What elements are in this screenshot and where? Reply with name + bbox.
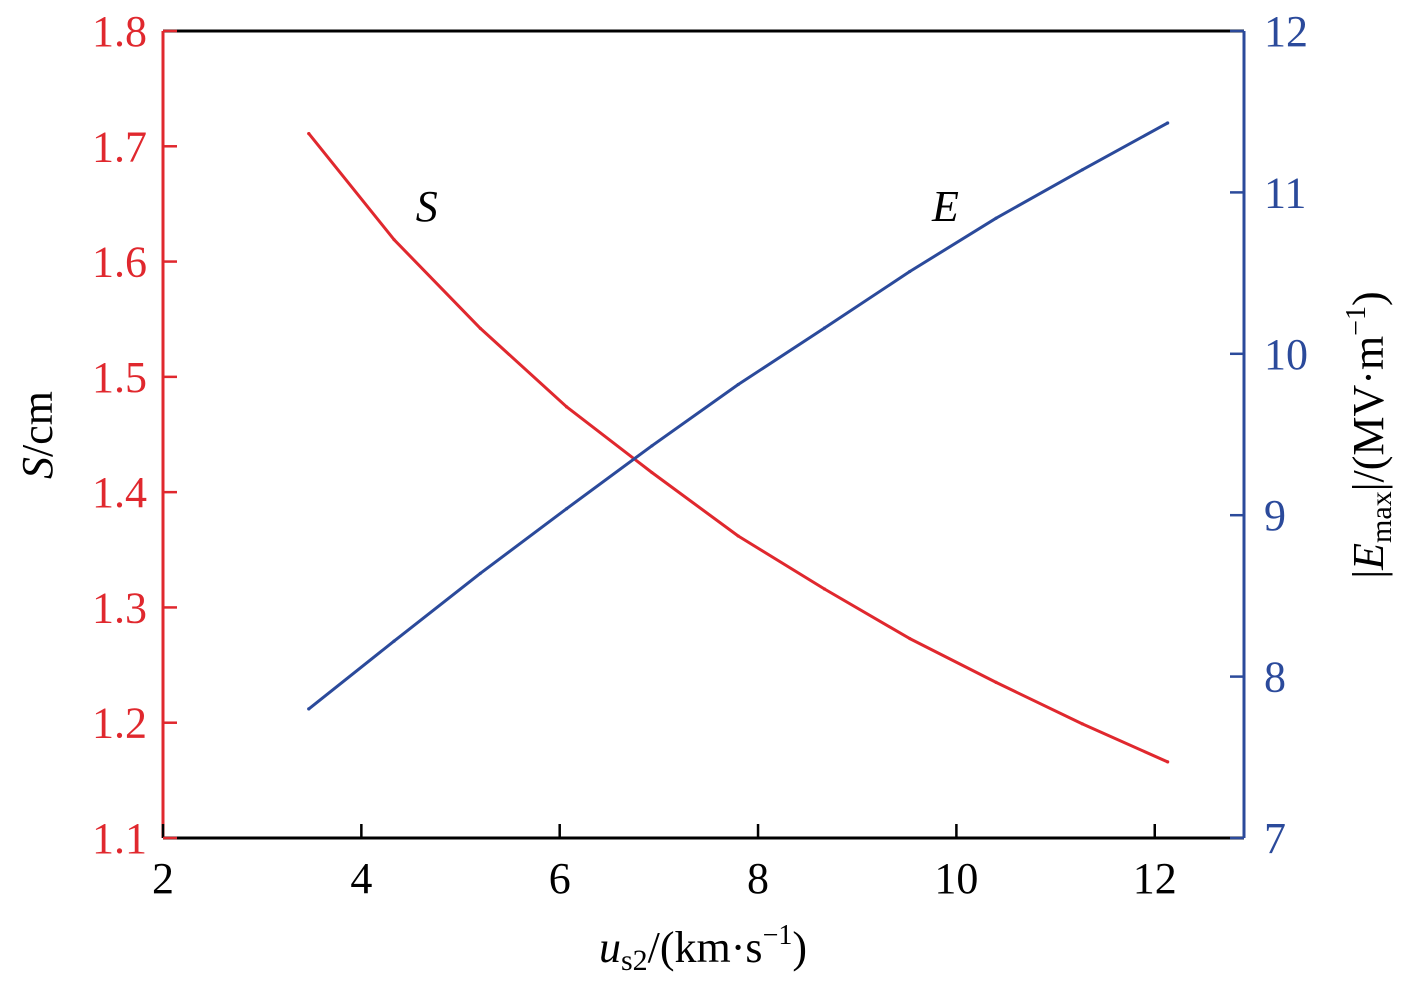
left-y-axis-title-var: S (13, 457, 62, 479)
left-y-tick-label: 1.2 (92, 699, 147, 748)
left-y-tick-label: 1.3 (92, 583, 147, 632)
right-y-axis-title: |Emax|/(MV·m−1) (1341, 291, 1398, 578)
data-point-E (822, 326, 827, 330)
x-tick-label: 8 (747, 854, 769, 903)
data-point-S (392, 238, 396, 242)
x-axis-title-close: ) (792, 923, 807, 972)
data-point-S (994, 680, 998, 684)
data-point-E (392, 639, 396, 643)
right-y-axis-title-var: E (1344, 543, 1393, 571)
right-y-tick-label: 12 (1264, 7, 1308, 56)
right-y-axis-title-open: | (1344, 570, 1393, 579)
left-y-axis-title: S/cm (13, 391, 62, 479)
left-y-tick-label: 1.5 (92, 353, 147, 402)
curve-label-S: S (416, 182, 438, 231)
right-y-axis-ticks: 7 8 9 10 11 12 (1230, 7, 1308, 863)
right-y-axis-title-exp: −1 (1341, 306, 1372, 336)
data-point-S (478, 326, 482, 331)
x-axis-title: us2/(km·s−1) (599, 920, 807, 977)
data-point-S (565, 405, 569, 409)
data-point-E (1080, 168, 1084, 172)
plot-frame (161, 29, 1246, 840)
x-tick-label: 10 (934, 854, 978, 903)
data-point-S (908, 636, 912, 641)
x-axis-ticks: 2 4 6 8 10 12 (152, 824, 1177, 903)
data-point-E (650, 444, 654, 448)
x-axis-title-exp: −1 (763, 920, 793, 951)
data-point-S (1166, 760, 1170, 764)
left-y-tick-label: 1.1 (92, 814, 147, 863)
right-y-tick-label: 8 (1264, 653, 1286, 702)
x-tick-label: 2 (152, 854, 174, 903)
data-point-S (307, 132, 311, 136)
data-point-E (736, 382, 740, 387)
right-y-tick-label: 9 (1264, 491, 1286, 540)
x-axis-title-var: u (599, 923, 621, 972)
data-point-E (908, 269, 912, 274)
right-y-tick-label: 10 (1264, 330, 1308, 379)
left-y-tick-label: 1.7 (92, 122, 147, 171)
left-y-axis-ticks: 1.1 1.2 1.3 1.4 1.5 1.6 1.7 1.8 (92, 7, 177, 863)
data-point-S (650, 470, 654, 475)
left-y-axis-title-unit: /cm (13, 391, 62, 457)
left-y-tick-label: 1.8 (92, 7, 147, 56)
x-axis-title-unit: /(km·s (648, 923, 763, 972)
data-point-E (478, 571, 482, 575)
right-y-tick-label: 7 (1264, 814, 1286, 863)
curve-label-E: E (931, 182, 959, 231)
right-y-axis-title-sub: max (1365, 491, 1398, 543)
x-axis-title-sub: s2 (621, 944, 648, 977)
data-point-S (822, 587, 827, 591)
left-y-tick-label: 1.6 (92, 238, 147, 287)
data-point-E (565, 507, 569, 511)
data-point-S (1080, 722, 1084, 726)
series-layer (307, 121, 1170, 764)
x-tick-label: 12 (1133, 854, 1177, 903)
data-point-S (736, 534, 740, 538)
left-y-tick-label: 1.4 (92, 468, 147, 517)
data-point-E (994, 216, 998, 220)
right-y-axis-title-end: ) (1344, 291, 1393, 306)
x-tick-label: 4 (350, 854, 372, 903)
right-y-axis-title-unit: |/(MV·m (1344, 336, 1393, 491)
data-point-E (1166, 121, 1170, 125)
data-point-E (307, 707, 311, 711)
right-y-tick-label: 11 (1264, 168, 1306, 217)
x-tick-label: 6 (549, 854, 571, 903)
